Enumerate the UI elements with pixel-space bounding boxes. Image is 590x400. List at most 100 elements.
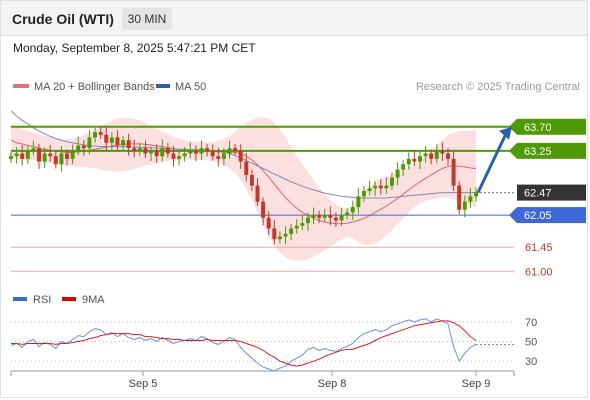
candle-body bbox=[65, 153, 70, 159]
candle-body bbox=[126, 140, 131, 149]
candle-body bbox=[249, 174, 254, 186]
candle-body bbox=[333, 217, 338, 221]
time-tick-label: Sep 8 bbox=[318, 378, 347, 390]
candle-body bbox=[406, 158, 411, 165]
candle-body bbox=[59, 153, 64, 165]
level-label-61.00: 61.00 bbox=[525, 266, 553, 278]
candle-body bbox=[300, 223, 305, 226]
candle-body bbox=[193, 150, 198, 154]
candle-body bbox=[317, 215, 322, 218]
candle-body bbox=[177, 156, 182, 159]
bollinger-band bbox=[11, 117, 476, 261]
candle-body bbox=[182, 153, 187, 157]
candle-body bbox=[373, 185, 378, 189]
candle-body bbox=[233, 148, 238, 151]
candle-body bbox=[210, 150, 215, 157]
candle-body bbox=[31, 148, 36, 151]
candle-body bbox=[115, 137, 120, 146]
level-label-61.45: 61.45 bbox=[525, 242, 553, 254]
candle-body bbox=[42, 153, 47, 162]
candle-body bbox=[429, 153, 434, 159]
instrument-title: Crude Oil (WTI) bbox=[12, 11, 114, 27]
candle-body bbox=[384, 185, 389, 189]
candle-body bbox=[149, 150, 154, 154]
candle-body bbox=[389, 177, 394, 186]
candle-body bbox=[48, 153, 53, 157]
candle-body bbox=[462, 201, 467, 210]
level-label-box-62.47 bbox=[517, 184, 586, 201]
candle-body bbox=[20, 153, 25, 159]
candle-body bbox=[165, 148, 170, 154]
candle-body bbox=[25, 150, 30, 159]
candle-body bbox=[440, 150, 445, 154]
ma9-legend-swatch bbox=[62, 297, 76, 301]
candle-body bbox=[474, 192, 478, 197]
chart-datetime: Monday, September 8, 2025 5:47:21 PM CET bbox=[13, 41, 256, 55]
candle-body bbox=[361, 191, 366, 197]
level-label-pointer-63.25 bbox=[509, 142, 517, 159]
candle-body bbox=[9, 156, 13, 159]
candle-body bbox=[412, 158, 417, 162]
candle-body bbox=[423, 153, 428, 157]
candle-body bbox=[350, 207, 355, 213]
candle-body bbox=[468, 196, 473, 202]
candle-body bbox=[395, 169, 400, 178]
ma9-legend-label: 9MA bbox=[82, 294, 105, 306]
candle-body bbox=[322, 215, 327, 218]
rsi-tick-50: 50 bbox=[525, 337, 537, 349]
candle-body bbox=[104, 134, 109, 143]
chart-frame bbox=[0, 36, 588, 398]
level-label-pointer-63.70 bbox=[509, 118, 517, 135]
candle-body bbox=[378, 185, 383, 189]
candle-body bbox=[205, 148, 210, 151]
level-label-62.05: 62.05 bbox=[524, 210, 552, 222]
candle-body bbox=[345, 212, 350, 216]
candle-body bbox=[339, 215, 344, 221]
candle-body bbox=[266, 217, 271, 229]
level-label-box-62.05 bbox=[517, 207, 586, 224]
rsi-line bbox=[10, 318, 477, 372]
candle-body bbox=[132, 148, 137, 151]
candle-body bbox=[255, 185, 260, 202]
candle-body bbox=[76, 145, 81, 151]
candle-body bbox=[417, 156, 422, 162]
candle-body bbox=[93, 132, 98, 138]
candle-body bbox=[277, 236, 282, 240]
level-label-62.47: 62.47 bbox=[524, 188, 552, 200]
rsi-tick-30: 30 bbox=[525, 356, 537, 368]
timeframe-button[interactable]: 30 MIN bbox=[122, 8, 172, 30]
candle-body bbox=[154, 150, 159, 157]
candle-body bbox=[283, 233, 288, 237]
level-label-box-63.70 bbox=[517, 118, 586, 135]
level-label-box-63.25 bbox=[517, 142, 586, 159]
rsi-legend-label: RSI bbox=[33, 294, 51, 306]
candle-body bbox=[451, 158, 456, 186]
candle-body bbox=[14, 153, 19, 157]
candle-body bbox=[244, 161, 249, 175]
candle-body bbox=[261, 201, 266, 218]
level-label-63.70: 63.70 bbox=[524, 122, 552, 134]
candle-body bbox=[81, 145, 86, 149]
candle-body bbox=[160, 148, 165, 157]
candle-body bbox=[272, 228, 277, 240]
ma50-legend-swatch bbox=[156, 84, 170, 88]
candle-body bbox=[121, 140, 126, 146]
candle-body bbox=[294, 225, 299, 229]
candle-body bbox=[401, 164, 406, 170]
ma20-legend-swatch bbox=[13, 84, 29, 88]
chart-header: Crude Oil (WTI) 30 MIN bbox=[0, 0, 588, 36]
candle-body bbox=[305, 217, 310, 224]
candle-body bbox=[238, 150, 243, 162]
candle-body bbox=[37, 148, 42, 162]
rsi-ma9-line bbox=[11, 320, 477, 367]
projection-arrow-shaft bbox=[476, 133, 508, 194]
candle-body bbox=[434, 150, 439, 159]
rsi-legend-swatch bbox=[13, 297, 27, 301]
candle-body bbox=[367, 188, 372, 191]
candle-body bbox=[199, 148, 204, 154]
candle-body bbox=[356, 196, 361, 208]
candle-body bbox=[98, 132, 103, 135]
time-tick-label: Sep 5 bbox=[129, 378, 158, 390]
candle-body bbox=[216, 156, 221, 159]
